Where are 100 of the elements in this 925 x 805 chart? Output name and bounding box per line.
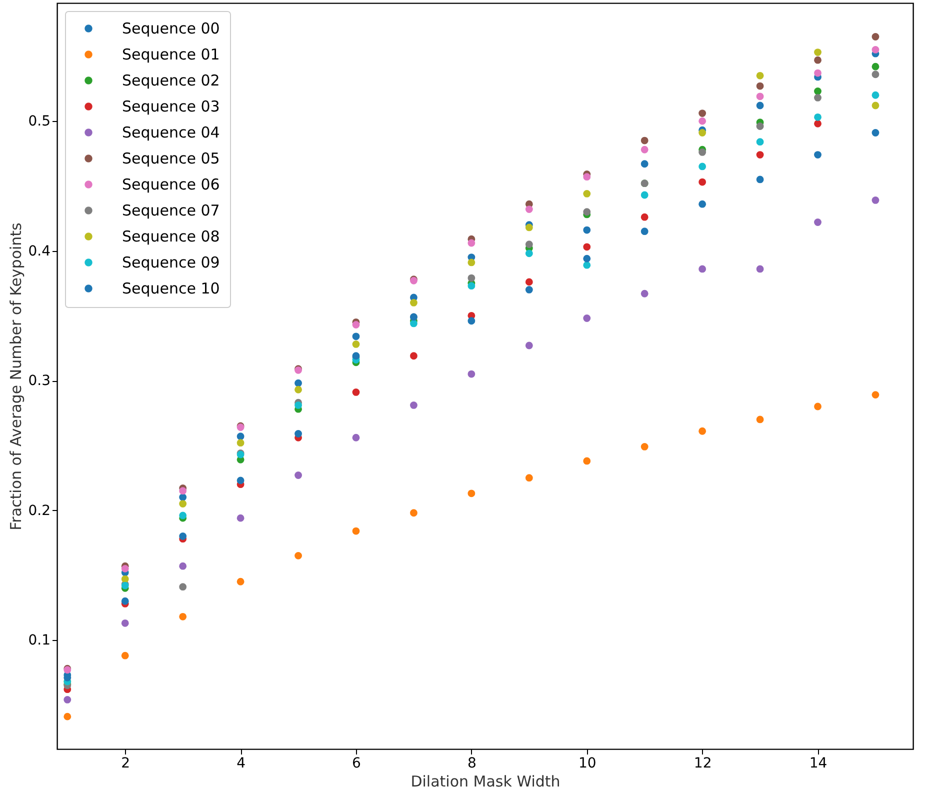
point	[872, 46, 880, 54]
point	[698, 148, 706, 156]
point	[410, 352, 418, 360]
point	[121, 564, 129, 572]
point	[640, 213, 648, 221]
point	[64, 696, 72, 704]
point	[525, 286, 533, 294]
point	[872, 33, 880, 40]
point	[352, 332, 360, 340]
point	[756, 265, 764, 273]
point	[640, 136, 648, 144]
point	[525, 206, 533, 213]
point	[698, 117, 706, 125]
point	[121, 575, 129, 583]
point	[294, 552, 302, 560]
y-tick-label: 0.5	[28, 114, 50, 130]
point	[294, 379, 302, 387]
point	[236, 514, 244, 522]
legend-label: Sequence 00	[122, 20, 220, 38]
point	[468, 370, 476, 378]
point	[410, 298, 418, 306]
point	[236, 476, 244, 484]
point	[410, 401, 418, 409]
point	[756, 102, 764, 110]
y-tick-label: 0.2	[28, 502, 50, 519]
point	[121, 652, 129, 660]
point	[814, 48, 822, 56]
point	[525, 342, 533, 350]
y-tick-label: 0.1	[28, 632, 50, 649]
point	[583, 173, 591, 181]
point	[468, 258, 476, 266]
point	[872, 196, 880, 204]
point	[121, 597, 129, 605]
point	[872, 70, 880, 78]
point	[872, 62, 880, 70]
point	[294, 401, 302, 409]
x-axis-title: Dilation Mask Width	[410, 772, 560, 790]
point	[179, 612, 187, 620]
point	[525, 224, 533, 232]
point	[179, 487, 187, 495]
point	[698, 265, 706, 273]
y-tick-label: 0.3	[28, 373, 50, 390]
point	[64, 712, 72, 720]
point	[872, 129, 880, 136]
point	[698, 178, 706, 186]
point	[872, 102, 880, 110]
point	[814, 69, 822, 77]
point	[179, 562, 187, 570]
point	[640, 228, 648, 236]
point	[179, 500, 187, 508]
point	[814, 88, 822, 95]
point	[814, 402, 822, 410]
point	[468, 490, 476, 498]
point	[525, 474, 533, 482]
x-tick-label: 12	[694, 756, 712, 772]
point	[468, 282, 476, 290]
point	[640, 146, 648, 154]
point	[64, 674, 72, 682]
point	[756, 72, 764, 80]
point	[756, 416, 764, 424]
point	[179, 532, 187, 540]
point	[640, 290, 648, 298]
point	[872, 391, 880, 399]
point	[179, 583, 187, 591]
point	[814, 113, 822, 121]
x-tick-label: 2	[121, 756, 130, 772]
point	[410, 320, 418, 328]
point	[468, 239, 476, 247]
point	[352, 340, 360, 348]
point	[352, 388, 360, 396]
y-tick-label: 0.4	[28, 243, 51, 260]
point	[179, 512, 187, 520]
point	[814, 151, 822, 158]
y-axis-title: Fraction of Average Number of Keypoints	[7, 222, 26, 530]
point	[814, 218, 822, 226]
point	[640, 160, 648, 168]
point	[756, 122, 764, 130]
x-tick-label: 4	[236, 756, 246, 772]
point	[583, 190, 591, 198]
point	[525, 278, 533, 286]
point	[814, 120, 822, 128]
point	[294, 472, 302, 479]
point	[583, 457, 591, 465]
point	[410, 509, 418, 517]
point	[236, 439, 244, 447]
point	[468, 317, 476, 325]
legend-label: Sequence 04	[122, 124, 220, 142]
point	[352, 434, 360, 442]
point	[525, 250, 533, 258]
x-tick-label: 14	[809, 756, 828, 772]
point	[756, 176, 764, 184]
point	[756, 92, 764, 100]
point	[236, 432, 244, 440]
point	[583, 208, 591, 216]
legend-label: Sequence 06	[122, 176, 220, 194]
legend-label: Sequence 09	[122, 254, 220, 272]
point	[640, 443, 648, 450]
point	[698, 427, 706, 435]
point	[640, 191, 648, 199]
point	[121, 619, 129, 627]
